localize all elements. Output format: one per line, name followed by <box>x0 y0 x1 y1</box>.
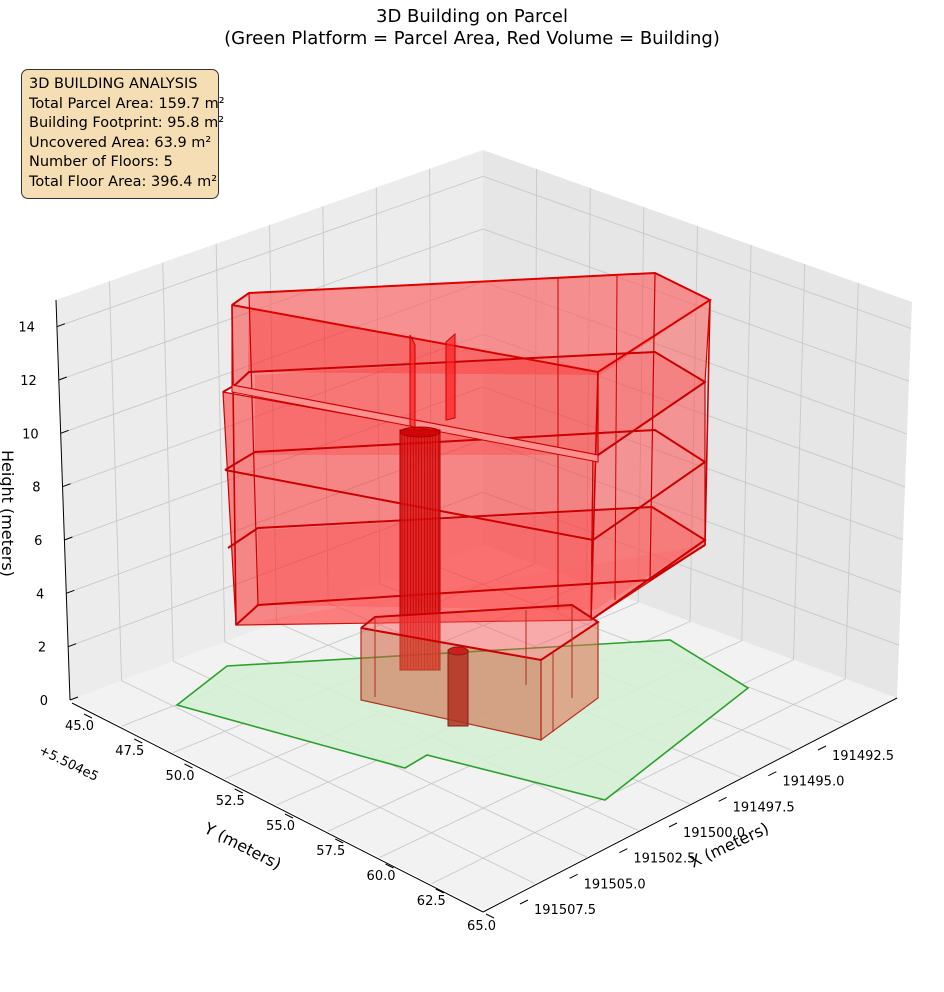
z-tick-mark <box>58 376 67 381</box>
y-tick-mark <box>184 763 193 769</box>
y-tick-label: 60.0 <box>367 869 396 884</box>
info-line-uncovered: Uncovered Area: 63.9 m² <box>29 134 212 151</box>
building-volume <box>222 271 713 742</box>
building-edge <box>704 299 711 546</box>
lower-column <box>447 649 469 727</box>
roof-outline <box>231 271 713 374</box>
grid-line-y <box>108 281 535 884</box>
grid-line-z <box>64 386 904 541</box>
y-tick-label: 45.0 <box>65 719 94 734</box>
z-tick-mark <box>67 643 77 648</box>
central-column-top <box>399 426 441 438</box>
y-tick-mark <box>335 838 344 844</box>
y-tick-label: 52.5 <box>216 794 245 809</box>
lower-column-top <box>447 646 469 656</box>
info-line-floors: Number of Floors: 5 <box>29 154 173 170</box>
z-axis-ticks: 0 2 4 6 8 10 12 14 <box>18 321 79 709</box>
building-edge <box>590 371 599 621</box>
building-fin <box>409 334 416 432</box>
z-axis-line <box>55 299 71 701</box>
floor-line <box>227 505 707 621</box>
grid-line-z <box>58 228 910 382</box>
analysis-info-box: 3D BUILDING ANALYSIS Total Parcel Area: … <box>21 69 225 199</box>
y-tick-mark <box>385 863 394 869</box>
x-tick-mark <box>668 822 678 828</box>
x-tick-mark <box>619 848 628 854</box>
building-edge <box>614 275 618 601</box>
chart-subtitle: (Green Platform = Parcel Area, Red Volum… <box>224 28 720 49</box>
y-tick-label: 55.0 <box>266 819 295 834</box>
building-edge <box>248 292 259 606</box>
ground-floor-roof <box>360 603 600 662</box>
y-tick-mark <box>284 813 294 819</box>
x-tick-label: 191495.0 <box>782 775 844 790</box>
floor-line <box>235 544 706 626</box>
x-axis-ticks: 191492.5 191495.0 191497.5 191500.0 191502.5… <box>519 745 894 918</box>
y-tick-mark <box>134 738 143 744</box>
grid-lines <box>56 168 912 885</box>
grid-line-x <box>431 282 859 885</box>
z-tick-mark <box>60 429 69 434</box>
z-tick-mark <box>69 696 79 701</box>
z-axis-label: Height (meters) <box>0 450 17 577</box>
x-tick-mark <box>519 899 529 905</box>
info-line-footprint: Building Footprint: 95.8 m² <box>29 115 225 131</box>
y-tick-mark <box>234 788 243 794</box>
z-tick-label: 2 <box>38 641 46 656</box>
z-tick-label: 14 <box>18 321 35 336</box>
z-tick-label: 8 <box>32 481 40 496</box>
x-tick-mark <box>817 745 827 751</box>
y-offset-label: +5.504e5 <box>36 743 100 785</box>
y-tick-mark <box>83 713 93 719</box>
y-axis-line <box>71 702 484 913</box>
y-axis-ticks: 45.0 47.5 50.0 52.5 55.0 57.5 60.0 62.5 65.0 <box>65 713 496 934</box>
column-lines <box>401 434 439 670</box>
chart-title: 3D Building on Parcel <box>376 6 568 27</box>
grid-line-x <box>379 263 806 858</box>
x-tick-label: 191500.0 <box>683 826 745 841</box>
grid-line-z <box>56 175 912 329</box>
z-tick-label: 0 <box>40 694 48 709</box>
building-fin <box>445 332 456 421</box>
x-tick-mark <box>718 796 727 802</box>
z-tick-mark <box>64 536 73 541</box>
y-tick-mark <box>485 913 495 919</box>
z-tick-label: 12 <box>20 374 37 389</box>
grid-line-z <box>62 333 906 488</box>
x-tick-label: 191502.5 <box>633 852 695 867</box>
info-line-floor-area: Total Floor Area: 396.4 m² <box>29 173 218 190</box>
building-wall <box>236 545 705 625</box>
z-tick-label: 6 <box>34 534 42 549</box>
building-back-face <box>248 273 710 375</box>
z-tick-label: 10 <box>22 427 39 442</box>
info-line-parcel-area: Total Parcel Area: 159.7 m² <box>29 95 225 112</box>
axes <box>55 299 898 913</box>
info-heading: 3D BUILDING ANALYSIS <box>29 76 198 92</box>
y-tick-label: 57.5 <box>316 844 345 859</box>
x-tick-label: 191507.5 <box>534 903 596 918</box>
x-tick-label: 191492.5 <box>832 749 894 764</box>
floor-line <box>224 428 707 542</box>
x-tick-mark <box>768 771 777 777</box>
y-tick-label: 62.5 <box>417 894 446 909</box>
y-tick-mark <box>435 888 444 894</box>
y-tick-label: 47.5 <box>115 744 144 759</box>
x-tick-mark <box>569 873 578 879</box>
z-tick-label: 4 <box>36 587 44 602</box>
y-tick-label: 65.0 <box>467 919 496 934</box>
y-tick-label: 50.0 <box>166 769 195 784</box>
grid-line-x <box>327 244 752 832</box>
x-tick-label: 191505.0 <box>584 877 646 892</box>
z-tick-mark <box>56 323 66 328</box>
x-tick-label: 191497.5 <box>733 800 795 815</box>
x-axis-line <box>482 697 898 913</box>
building-edge <box>649 272 656 581</box>
chart-title-block: 3D Building on Parcel (Green Platform = … <box>0 6 944 50</box>
z-tick-mark <box>62 483 71 488</box>
building-edge <box>231 304 237 626</box>
z-tick-mark <box>66 589 75 594</box>
grid-line-y <box>162 262 587 858</box>
